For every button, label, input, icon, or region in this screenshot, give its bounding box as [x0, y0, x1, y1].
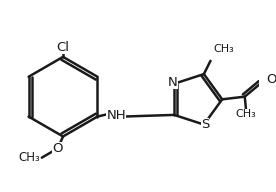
Text: O: O	[266, 73, 276, 86]
Text: CH₃: CH₃	[236, 109, 256, 119]
Text: S: S	[201, 118, 209, 131]
Text: CH₃: CH₃	[213, 44, 234, 54]
Text: Cl: Cl	[57, 41, 70, 54]
Text: N: N	[168, 76, 178, 89]
Text: NH: NH	[106, 109, 126, 122]
Text: O: O	[52, 142, 63, 155]
Text: CH₃: CH₃	[19, 151, 41, 164]
